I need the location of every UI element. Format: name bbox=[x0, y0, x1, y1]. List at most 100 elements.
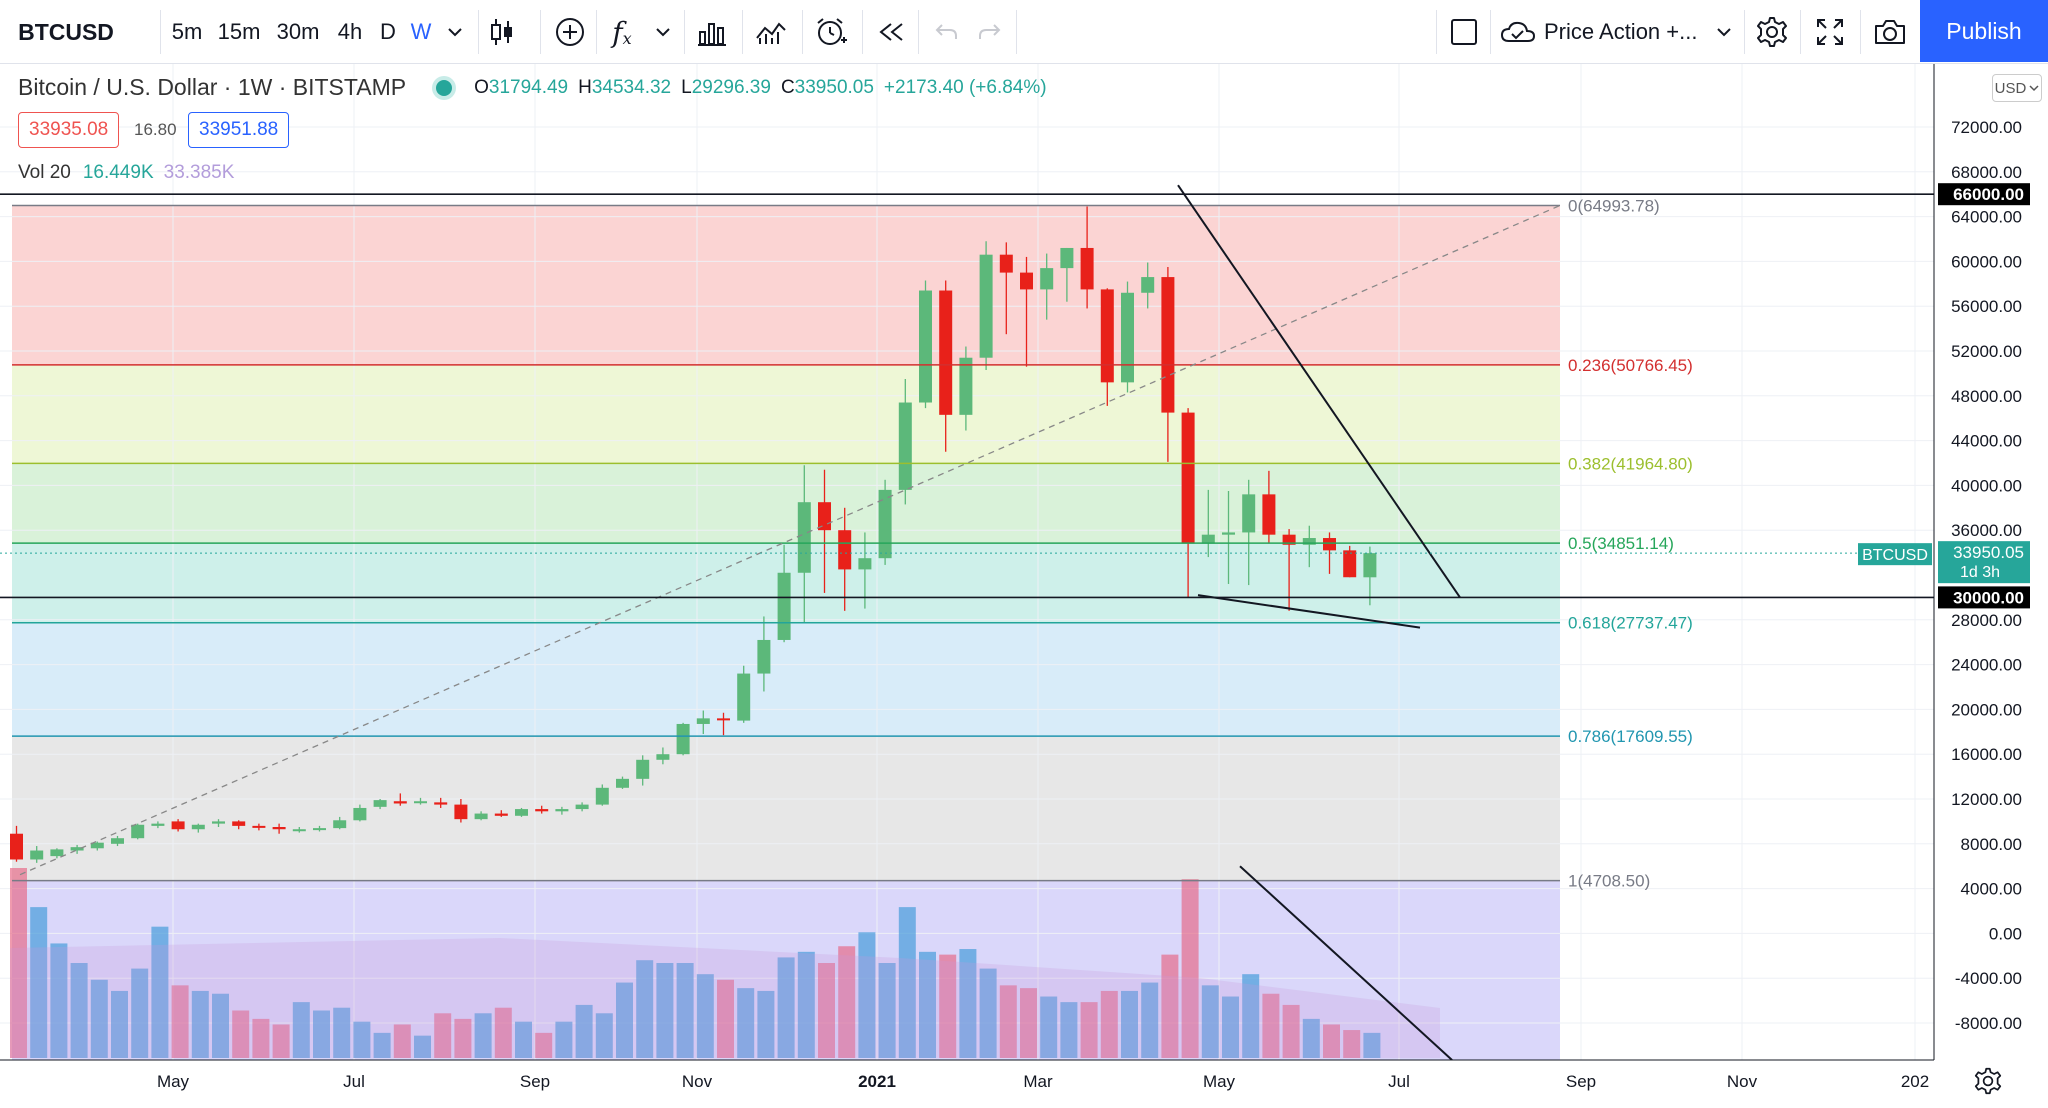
fib-level-label: 0.382(41964.80) bbox=[1568, 454, 1693, 473]
candle-body bbox=[151, 823, 165, 826]
volume-bar bbox=[535, 1032, 553, 1058]
bar-chart-icon bbox=[698, 23, 726, 46]
toolbar-divider bbox=[1744, 10, 1745, 54]
candle-body bbox=[959, 357, 973, 415]
time-axis-label: 202 bbox=[1901, 1072, 1929, 1091]
fullscreen-button[interactable] bbox=[1808, 0, 1852, 64]
price-chart[interactable]: 0(64993.78) 0.236(50766.45) 0.382(41964.80… bbox=[0, 64, 2048, 1108]
volume-bar bbox=[595, 1013, 613, 1058]
price-axis-label: 28000.00 bbox=[1951, 611, 2022, 630]
settings-button[interactable] bbox=[1750, 0, 1794, 64]
candle-body bbox=[212, 821, 225, 824]
gear-icon bbox=[1757, 17, 1787, 47]
symbol-search-button[interactable]: BTCUSD bbox=[18, 18, 114, 45]
layout-button[interactable] bbox=[1446, 0, 1482, 64]
volume-bar bbox=[1060, 1002, 1078, 1058]
trend-line-volume[interactable] bbox=[1239, 865, 1453, 1061]
volume-bar bbox=[151, 926, 169, 1058]
toolbar-divider bbox=[1860, 10, 1861, 54]
redo-button[interactable] bbox=[972, 0, 1008, 64]
candle-body bbox=[50, 849, 64, 857]
trend-line-support[interactable] bbox=[1197, 594, 1421, 629]
price-axis-label: 16000.00 bbox=[1951, 745, 2022, 764]
interval-w-button[interactable]: W bbox=[410, 19, 432, 44]
fib-trend-line[interactable] bbox=[19, 204, 1561, 876]
candle-body bbox=[474, 813, 488, 820]
candle-body bbox=[454, 804, 468, 820]
chevron-down-icon bbox=[1717, 28, 1731, 37]
candle-body bbox=[1343, 550, 1357, 578]
open-label: O bbox=[474, 76, 489, 98]
volume-legend[interactable]: Vol 20 16.449K 33.385K bbox=[18, 162, 234, 184]
price-axis-label: 0.00 bbox=[1989, 924, 2022, 943]
volume-bar bbox=[919, 951, 936, 1058]
volume-bar bbox=[676, 963, 694, 1058]
symbol-title[interactable]: Bitcoin / U.S. Dollar · 1W · BITSTAMP bbox=[18, 74, 407, 100]
candle-body bbox=[515, 809, 528, 816]
candle-body bbox=[1161, 277, 1175, 413]
add-circle-icon bbox=[556, 18, 584, 46]
templates-button[interactable] bbox=[746, 0, 796, 64]
intervals-dropdown[interactable] bbox=[440, 0, 470, 64]
volume-bar bbox=[656, 963, 674, 1058]
candle-body bbox=[333, 820, 347, 829]
volume-bar bbox=[1323, 1024, 1340, 1058]
sell-price-button[interactable]: 33935.08 bbox=[18, 112, 120, 148]
compare-symbol-button[interactable] bbox=[544, 0, 596, 64]
interval-30m-button[interactable]: 30m bbox=[276, 19, 320, 44]
replay-button[interactable] bbox=[866, 0, 916, 64]
trend-line-resistance[interactable] bbox=[1177, 184, 1461, 598]
fib-level-label: 1(4708.50) bbox=[1568, 872, 1650, 891]
volume-bar bbox=[1262, 993, 1280, 1058]
open-value: 31794.49 bbox=[488, 76, 569, 98]
volume-bar bbox=[272, 1024, 290, 1058]
fib-zone bbox=[12, 205, 1560, 365]
toolbar-divider bbox=[1436, 10, 1437, 54]
template-dropdown[interactable] bbox=[1712, 0, 1736, 64]
candle-body bbox=[292, 829, 306, 832]
volume-bar bbox=[1121, 990, 1138, 1058]
candle-body bbox=[818, 502, 831, 531]
candle-body bbox=[1080, 247, 1094, 290]
toolbar-divider bbox=[596, 10, 597, 54]
chart-type-button[interactable] bbox=[482, 0, 522, 64]
volume-bar bbox=[515, 1021, 532, 1058]
fib-level-label: 0.618(27737.47) bbox=[1568, 614, 1693, 633]
interval-4h-button[interactable]: 4h bbox=[337, 19, 363, 44]
volume-bar bbox=[1040, 996, 1058, 1058]
financials-button[interactable] bbox=[688, 0, 736, 64]
publish-button[interactable]: Publish bbox=[1920, 0, 2048, 62]
interval-d-button[interactable]: D bbox=[380, 19, 396, 44]
toolbar-divider bbox=[742, 10, 743, 54]
interval-15m-button[interactable]: 15m bbox=[217, 19, 261, 44]
alert-button[interactable] bbox=[806, 0, 856, 64]
market-status-dot bbox=[436, 79, 453, 96]
volume-bar bbox=[50, 943, 68, 1058]
time-axis-label: May bbox=[157, 1072, 190, 1091]
buy-price-button[interactable]: 33951.88 bbox=[188, 112, 290, 148]
currency-button[interactable]: USD bbox=[1992, 74, 2042, 102]
candle-body bbox=[656, 754, 670, 760]
high-value: 34534.32 bbox=[591, 76, 672, 98]
snapshot-button[interactable] bbox=[1868, 0, 1912, 64]
template-selector[interactable]: Price Action +... bbox=[1500, 0, 1700, 64]
volume-bar bbox=[232, 1010, 250, 1058]
chart-settings-button[interactable] bbox=[1968, 1066, 2008, 1096]
candle-body bbox=[1100, 289, 1114, 383]
undo-button[interactable] bbox=[928, 0, 964, 64]
interval-5m-button[interactable]: 5m bbox=[171, 19, 203, 44]
toolbar-divider bbox=[802, 10, 803, 54]
volume-bar bbox=[434, 1013, 452, 1058]
candle-body bbox=[90, 842, 104, 849]
time-axis[interactable] bbox=[0, 1060, 2048, 1108]
candle-body bbox=[191, 824, 205, 830]
template-name: Price Action +... bbox=[1544, 19, 1698, 44]
indicators-dropdown[interactable] bbox=[648, 0, 678, 64]
volume-bar bbox=[292, 1002, 310, 1058]
high-label: H bbox=[578, 76, 592, 98]
fib-level-label: 0.236(50766.45) bbox=[1568, 356, 1693, 375]
candle-body bbox=[30, 850, 44, 860]
candle-body bbox=[999, 254, 1013, 273]
